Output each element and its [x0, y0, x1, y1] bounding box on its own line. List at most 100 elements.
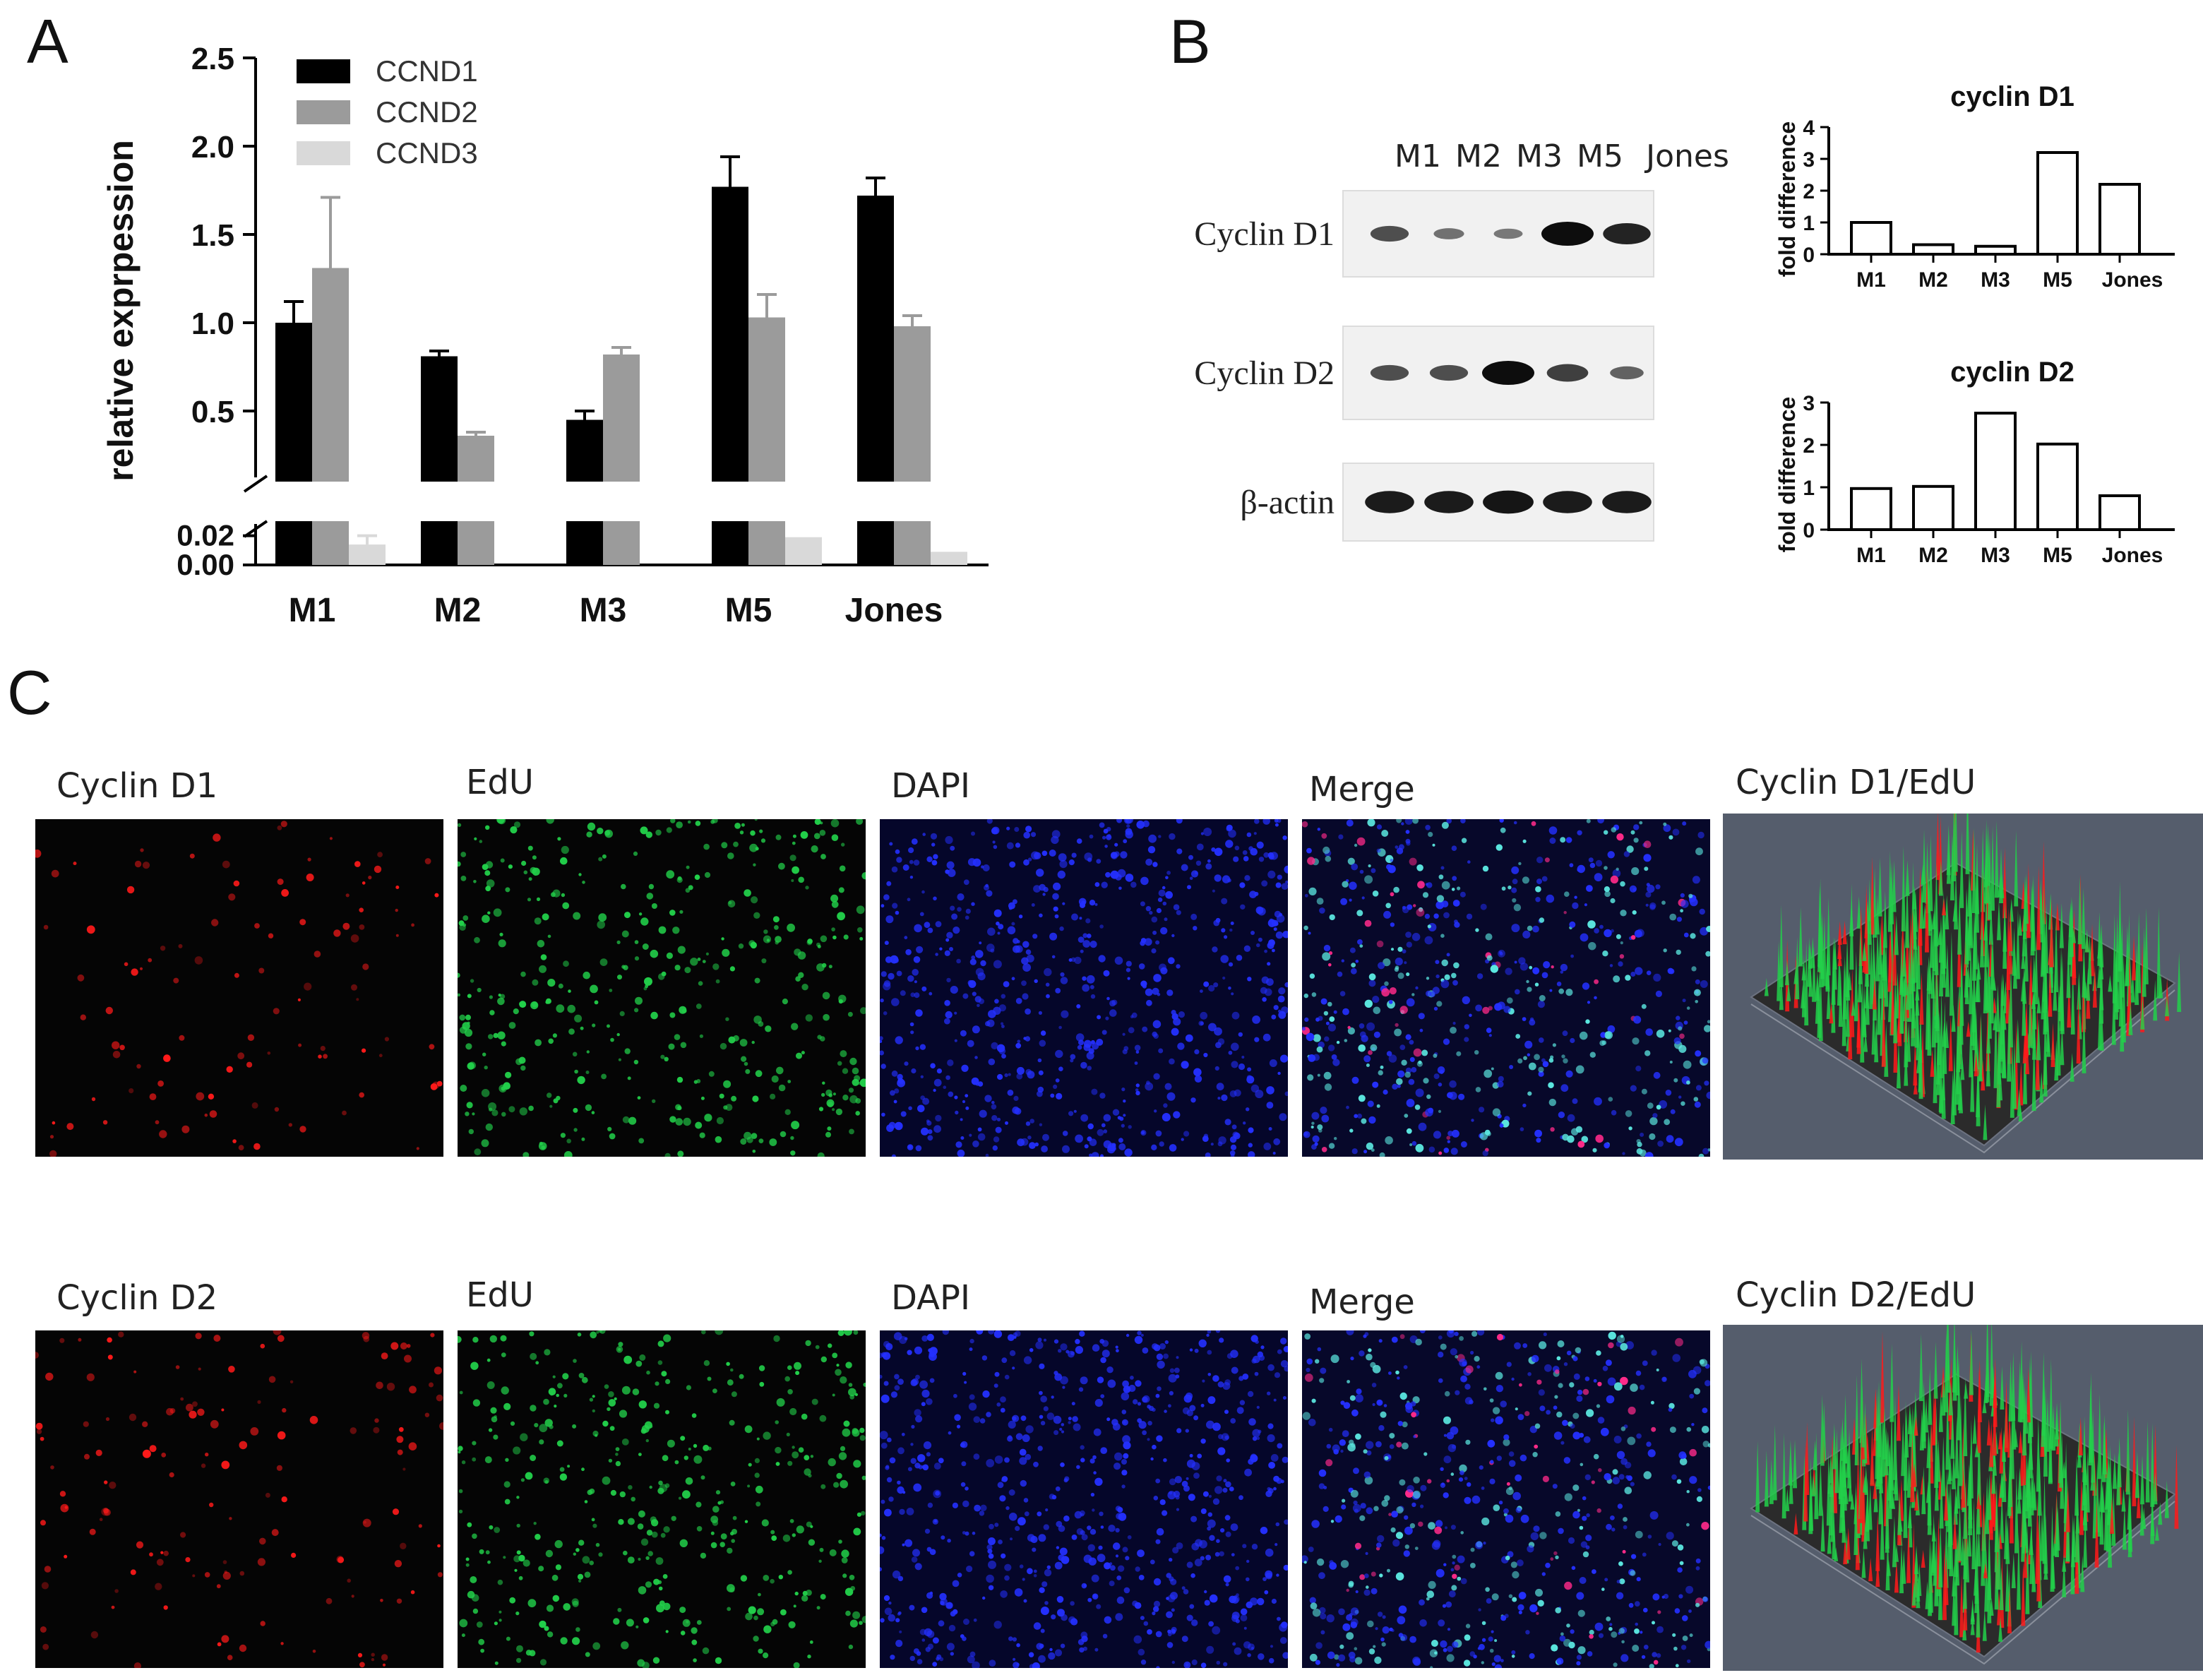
- cell-nucleus: [528, 1105, 534, 1112]
- cell-nucleus: [830, 819, 840, 828]
- cell-nucleus: [1145, 988, 1153, 996]
- cell-nucleus: [628, 1485, 633, 1490]
- cell-nucleus: [1616, 867, 1619, 871]
- cell-nucleus: [880, 1374, 883, 1379]
- cell-nucleus: [744, 1061, 748, 1066]
- cell-nucleus: [609, 989, 613, 992]
- cell-nucleus: [1217, 1447, 1226, 1455]
- cell-nucleus: [1397, 1616, 1406, 1625]
- cell-nucleus: [1020, 1138, 1029, 1146]
- surface-spike: [1959, 830, 1964, 908]
- cell-nucleus: [1674, 1608, 1680, 1614]
- cell-nucleus: [973, 1453, 980, 1460]
- cell-nucleus: [501, 1112, 506, 1117]
- cell-nucleus: [1630, 1383, 1638, 1392]
- cell-nucleus: [1704, 1025, 1710, 1032]
- cell-nucleus: [848, 1388, 856, 1397]
- cell-nucleus: [371, 1652, 375, 1657]
- cell-nucleus: [362, 1518, 371, 1527]
- cell-nucleus: [1241, 1056, 1245, 1059]
- cell-nucleus: [1315, 1359, 1320, 1364]
- cell-nucleus: [277, 878, 284, 886]
- surface-spike: [1982, 1398, 1987, 1414]
- cell-nucleus: [1626, 845, 1634, 853]
- cell-nucleus: [1698, 1153, 1705, 1157]
- surface-spike: [1952, 814, 1957, 881]
- cell-nucleus: [394, 1560, 402, 1568]
- cell-nucleus: [691, 1413, 697, 1418]
- surface-spike: [1994, 1533, 1999, 1610]
- cell-nucleus: [856, 905, 865, 915]
- cell-nucleus: [891, 1154, 896, 1157]
- cell-nucleus: [1548, 826, 1558, 835]
- cell-nucleus: [1482, 1006, 1490, 1014]
- cell-nucleus: [1014, 827, 1020, 832]
- cell-nucleus: [1077, 1044, 1082, 1050]
- surface-spike: [2070, 970, 2075, 1035]
- cell-nucleus: [1594, 1097, 1602, 1106]
- cell-nucleus: [1218, 1136, 1226, 1145]
- surface-spike: [1798, 907, 1803, 967]
- cell-nucleus: [1033, 1461, 1039, 1467]
- cell-nucleus: [491, 1109, 498, 1116]
- cell-nucleus: [1523, 1056, 1527, 1061]
- cell-nucleus: [1111, 1419, 1118, 1426]
- cell-nucleus: [1225, 840, 1234, 848]
- surface-spike: [2107, 1463, 2112, 1525]
- cell-nucleus: [493, 908, 502, 917]
- cell-nucleus: [1426, 1590, 1435, 1598]
- cell-nucleus: [111, 1605, 115, 1609]
- cell-nucleus: [529, 1650, 536, 1657]
- cell-nucleus: [1583, 1436, 1591, 1443]
- cell-nucleus: [1495, 1371, 1503, 1380]
- cell-nucleus: [1366, 1022, 1375, 1031]
- cell-nucleus: [715, 1490, 721, 1495]
- cell-nucleus: [604, 1384, 609, 1389]
- surface-spike: [2008, 910, 2013, 951]
- cell-nucleus: [972, 1531, 976, 1535]
- cell-nucleus: [560, 1133, 566, 1138]
- cell-nucleus: [1114, 956, 1123, 965]
- cell-nucleus: [712, 963, 720, 970]
- micro-label-r1-cyclin-d1: Cyclin D1: [56, 766, 218, 806]
- cell-nucleus: [1406, 998, 1415, 1007]
- cell-nucleus: [1572, 1511, 1580, 1519]
- cell-nucleus: [883, 980, 891, 987]
- surface-spike: [1969, 1329, 1974, 1395]
- cell-nucleus: [1493, 1504, 1500, 1511]
- cell-nucleus: [140, 848, 144, 852]
- cell-nucleus: [1334, 1137, 1337, 1140]
- cell-nucleus: [1342, 1499, 1346, 1503]
- cell-nucleus: [1481, 1638, 1486, 1642]
- cell-nucleus: [1274, 823, 1279, 827]
- cell-nucleus: [1097, 1376, 1104, 1383]
- cell-nucleus: [1417, 881, 1425, 889]
- cell-nucleus: [924, 1628, 933, 1637]
- cell-nucleus: [974, 996, 981, 1003]
- cell-nucleus: [338, 1556, 345, 1563]
- cell-nucleus: [1147, 1421, 1152, 1426]
- cell-nucleus: [1003, 981, 1010, 987]
- cell-nucleus: [500, 858, 505, 863]
- cell-nucleus: [1284, 982, 1288, 988]
- surface-spike: [1976, 1366, 1981, 1453]
- cell-nucleus: [1033, 885, 1041, 893]
- surface-spike: [1875, 894, 1880, 935]
- cell-nucleus: [501, 1041, 506, 1047]
- cell-nucleus: [763, 929, 768, 934]
- cell-nucleus: [1376, 1104, 1380, 1108]
- cell-nucleus: [1339, 991, 1346, 996]
- cell-nucleus: [645, 1438, 649, 1443]
- cell-nucleus: [996, 1117, 1001, 1121]
- cell-nucleus: [485, 1123, 493, 1131]
- cell-nucleus: [809, 1640, 813, 1644]
- cell-nucleus: [1302, 1555, 1308, 1563]
- cell-nucleus: [1214, 1066, 1219, 1071]
- cell-nucleus: [546, 1604, 554, 1612]
- cell-nucleus: [222, 1560, 227, 1564]
- cell-nucleus: [1403, 1365, 1408, 1369]
- cell-nucleus: [808, 1539, 816, 1546]
- cell-nucleus: [1074, 956, 1082, 965]
- cell-nucleus: [459, 1619, 468, 1628]
- cell-nucleus: [1312, 1135, 1320, 1143]
